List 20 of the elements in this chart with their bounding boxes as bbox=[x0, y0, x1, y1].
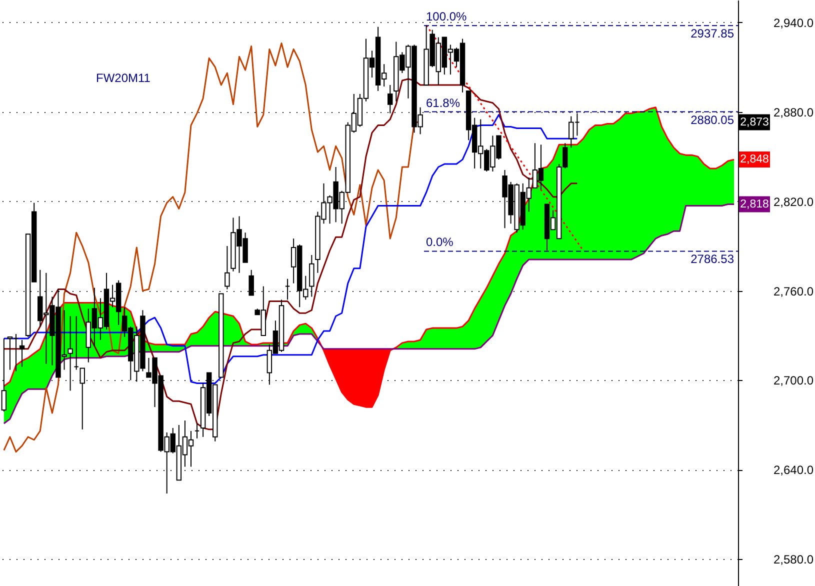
annotation: 2,873 bbox=[740, 116, 769, 128]
y-tick-label: 2,700.0 bbox=[774, 374, 814, 388]
y-tick-label: 2,880.0 bbox=[774, 105, 814, 120]
annotation: 61.8% bbox=[426, 96, 460, 110]
y-tick-label: 2,940.0 bbox=[774, 16, 814, 30]
text: FW20M11 bbox=[96, 71, 151, 85]
annotation: 0.0% bbox=[426, 235, 454, 250]
ref-line-label: 2786.53 bbox=[690, 252, 734, 266]
y-tick-label: 2,640.0 bbox=[774, 463, 814, 478]
ref-line-label: 2880.05 bbox=[690, 112, 734, 127]
line-series bbox=[3, 204, 735, 424]
y-tick-label: 2,580.0 bbox=[774, 552, 814, 567]
y-tick-label: 2,820.0 bbox=[774, 194, 814, 209]
y-tick-label: 2,760.0 bbox=[774, 284, 814, 298]
annotation: 2,818 bbox=[740, 198, 769, 210]
annotation: 100.0% bbox=[426, 10, 468, 24]
candlestick bbox=[19, 339, 25, 368]
line-series bbox=[3, 114, 578, 384]
annotation: 2,848 bbox=[740, 154, 769, 166]
ref-line-label: 2937.85 bbox=[690, 26, 734, 41]
